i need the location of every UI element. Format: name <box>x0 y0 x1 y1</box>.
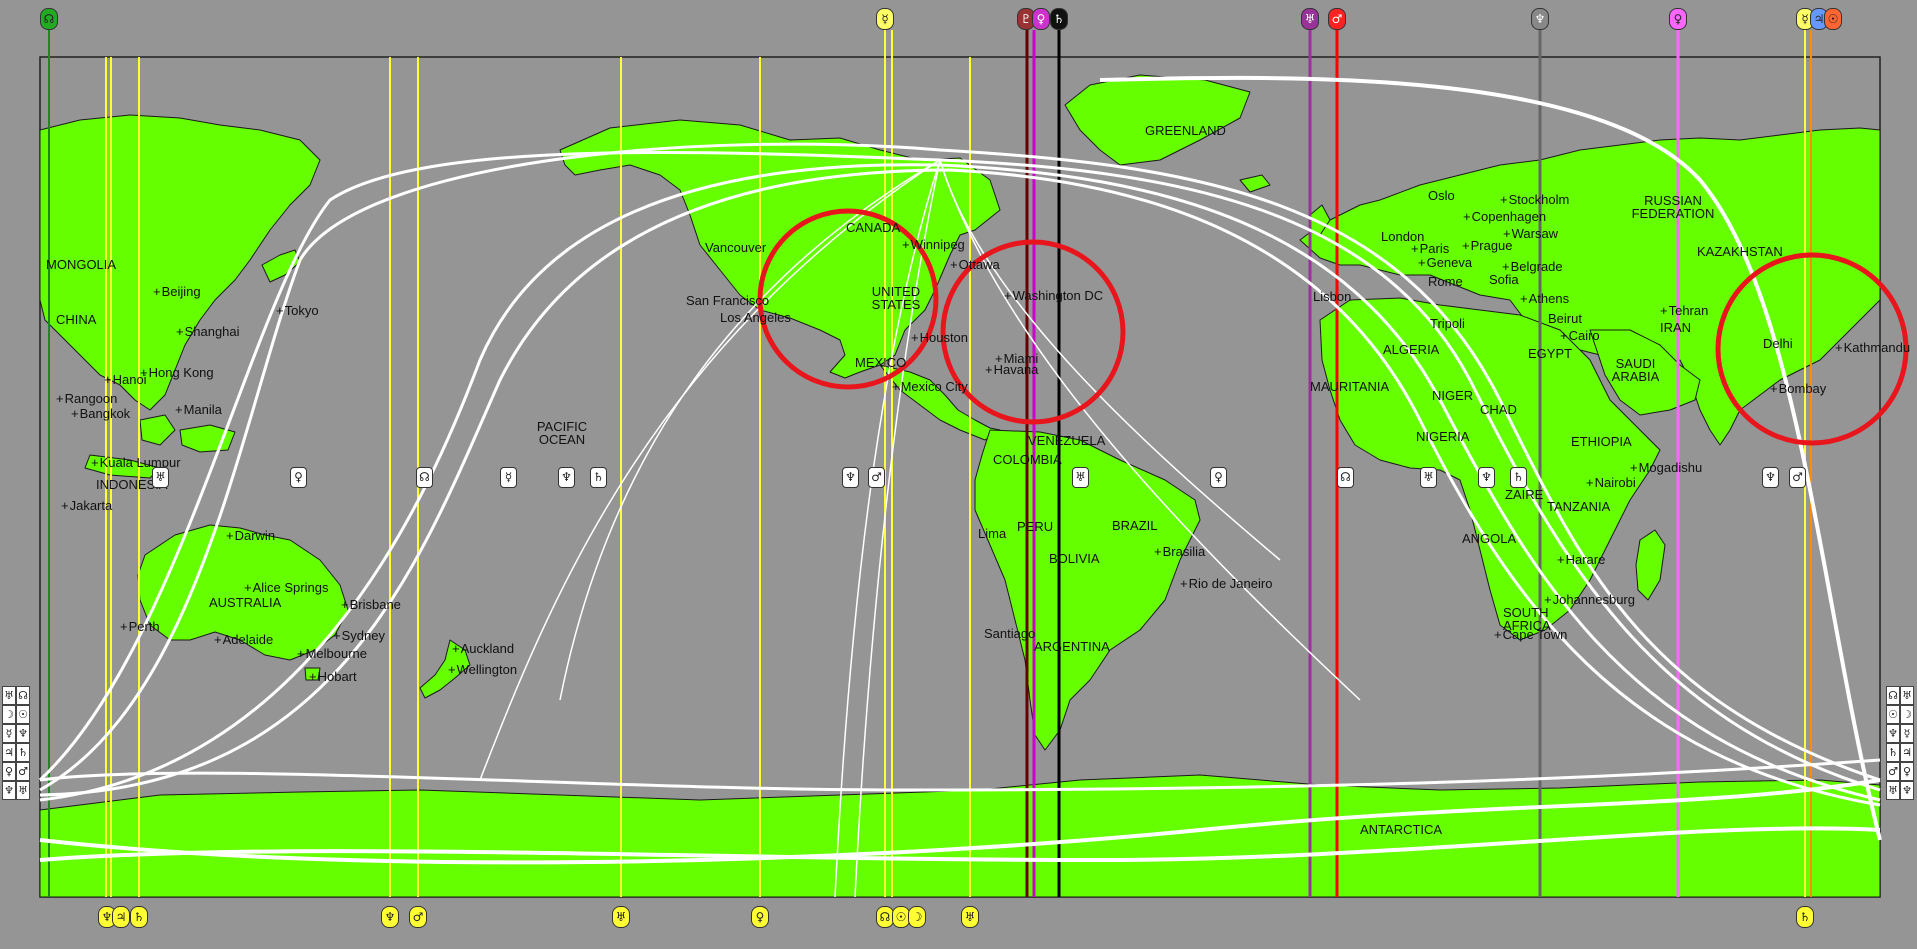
landmasses <box>39 74 1881 898</box>
curve-10 <box>854 159 941 898</box>
land-indonesia-1 <box>84 454 161 479</box>
land-new-zealand <box>419 639 471 699</box>
land-madagascar <box>1635 529 1666 601</box>
highlight-circles <box>757 208 1909 446</box>
land-borneo <box>139 414 176 446</box>
land-south-america <box>974 429 1201 751</box>
land-antarctica <box>39 774 1881 898</box>
curve-13 <box>559 159 941 701</box>
curve-3 <box>39 163 1881 802</box>
curve-7 <box>39 758 1881 792</box>
land-iceland <box>1239 174 1271 193</box>
land-arabia <box>1589 329 1701 416</box>
curve-4 <box>39 168 1881 807</box>
highlight-circle-india <box>1715 252 1909 446</box>
curve-6 <box>39 826 1881 863</box>
highlight-circle-east-us <box>940 239 1126 425</box>
curve-14 <box>479 159 941 781</box>
highlight-circle-west-us <box>757 208 939 390</box>
curve-11 <box>939 159 1361 701</box>
land-greenland <box>1064 74 1251 166</box>
curve-12 <box>939 159 1281 561</box>
land-tasmania <box>304 667 321 681</box>
curve-8 <box>1099 75 1882 841</box>
curve-5 <box>39 778 1881 865</box>
curve-1 <box>39 142 1881 792</box>
planet-curves <box>38 75 1882 898</box>
